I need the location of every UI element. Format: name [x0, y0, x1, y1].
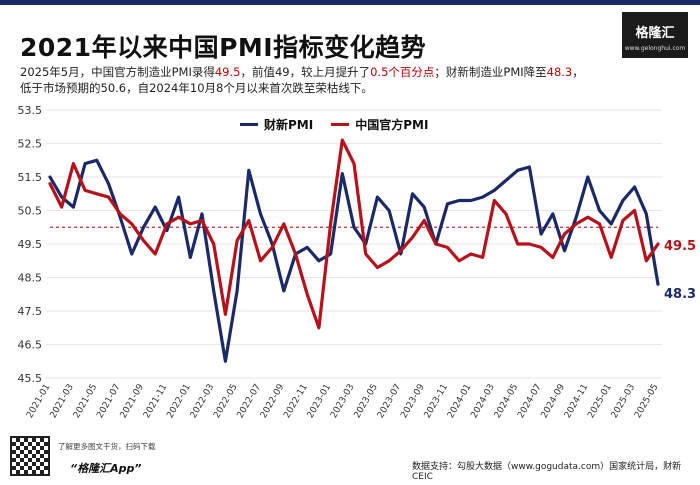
subtitle-text-b: ，前值49，较上月提升了 [240, 65, 371, 79]
y-tick-label-7: 52.5 [18, 138, 43, 151]
y-tick-label-1: 46.5 [18, 339, 43, 352]
y-tick-label-5: 50.5 [18, 205, 43, 218]
y-tick-label-2: 47.5 [18, 305, 43, 318]
legend-label-caixin: 财新PMI [264, 118, 314, 132]
y-tick-label-8: 53.5 [18, 104, 43, 117]
chart-legend: 财新PMI 中国官方PMI [240, 116, 428, 133]
subtitle-value-caixin: 48.3 [546, 65, 573, 79]
subtitle-line2: 低于市场预期的50.6，自2024年10月8个月以来首次跌至荣枯线下。 [20, 81, 373, 95]
y-tick-label-3: 48.5 [18, 272, 43, 285]
legend-item-caixin: 财新PMI [240, 116, 313, 133]
series-line-1 [48, 138, 660, 330]
qr-caption: 了解更多图文干货，扫码下载 [58, 442, 156, 451]
legend-swatch-official [331, 123, 350, 126]
data-source: 数据支持：勾股大数据（www.gogudata.com）国家统计局，财新CEIC [412, 462, 682, 482]
gelonghui-logo: 格隆汇 www.gelonghui.com [622, 12, 688, 58]
chart-subtitle: 2025年5月，中国官方制造业PMI录得49.5，前值49，较上月提升了0.5个… [20, 64, 620, 96]
top-accent-bar [0, 0, 700, 5]
y-tick-label-4: 49.5 [18, 238, 43, 251]
subtitle-text-c: ；财新制造业PMI降至 [434, 65, 547, 79]
legend-item-official: 中国官方PMI [331, 116, 428, 133]
subtitle-text-d: ， [572, 65, 584, 79]
logo-url: www.gelonghui.com [624, 45, 686, 52]
end-label-1: 48.3 [664, 287, 696, 302]
app-name: “格隆汇App” [70, 462, 142, 475]
chart-title: 2021年以来中国PMI指标变化趋势 [20, 33, 427, 62]
legend-label-official: 中国官方PMI [355, 118, 429, 132]
x-tick-label-26: 2025-05 [633, 383, 660, 421]
qr-code-icon[interactable] [10, 436, 50, 476]
subtitle-text-a: 2025年5月，中国官方制造业PMI录得 [20, 65, 215, 79]
legend-swatch-caixin [240, 123, 258, 126]
y-tick-label-6: 51.5 [18, 171, 43, 184]
end-label-0: 49.5 [664, 239, 696, 254]
subtitle-value-change: 0.5个百分点 [370, 65, 435, 79]
series-line-0 [48, 158, 660, 363]
subtitle-value-official: 49.5 [214, 65, 241, 79]
logo-name: 格隆汇 [635, 26, 675, 41]
y-tick-label-0: 45.5 [18, 372, 43, 385]
